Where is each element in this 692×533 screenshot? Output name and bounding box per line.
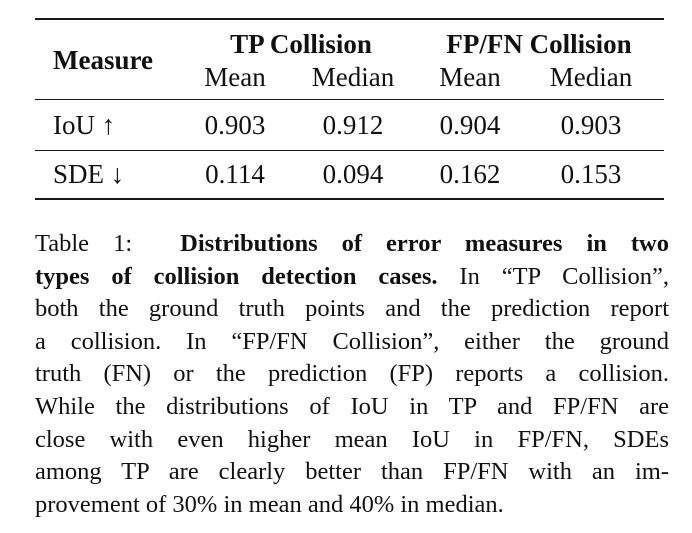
cell-sde-tp-mean: 0.114 bbox=[205, 159, 265, 189]
subheader-tp-mean: Mean bbox=[204, 62, 266, 92]
subheader-fpfn-median: Median bbox=[549, 62, 633, 92]
subheader-tp-median: Median bbox=[311, 62, 395, 92]
caption-line-1: Table 1: Distributions of error measures… bbox=[35, 228, 669, 261]
caption-line-2: types of collision detection cases. In “… bbox=[35, 261, 669, 294]
table-top-rule bbox=[35, 18, 664, 20]
cell-iou-fpfn-mean: 0.904 bbox=[439, 110, 501, 140]
header-tp-collision: TP Collision bbox=[230, 29, 372, 59]
caption-bold-lead-2: types of collision detection cases. bbox=[35, 262, 438, 290]
header-measure: Measure bbox=[53, 45, 153, 75]
caption-line-8: among TP are clearly better than FP/FN w… bbox=[35, 458, 669, 486]
caption-line-5: truth (FN) or the prediction (FP) report… bbox=[35, 360, 669, 388]
caption-line-7: close with even higher mean IoU in FP/FN… bbox=[35, 425, 669, 453]
caption-line-6: While the distributions of IoU in TP and… bbox=[35, 392, 669, 420]
cell-sde-fpfn-mean: 0.162 bbox=[439, 159, 501, 189]
caption-bold-lead-1: Distributions of error measures in two bbox=[180, 230, 669, 257]
table-bottom-rule bbox=[35, 198, 664, 200]
header-fpfn-collision: FP/FN Collision bbox=[446, 29, 632, 59]
subheader-fpfn-mean: Mean bbox=[439, 62, 501, 92]
caption-line-9: provement of 30% in mean and 40% in medi… bbox=[35, 490, 504, 518]
table-header-rule bbox=[35, 99, 664, 100]
cell-sde-tp-median: 0.094 bbox=[322, 159, 384, 189]
row-label-iou: IoU ↑ bbox=[53, 110, 116, 140]
caption-line-3: both the ground truth points and the pre… bbox=[35, 295, 669, 323]
cell-sde-fpfn-median: 0.153 bbox=[560, 159, 622, 189]
caption-line-2-rest: In “TP Collision”, bbox=[459, 262, 669, 290]
cell-iou-tp-mean: 0.903 bbox=[204, 110, 266, 140]
caption-prefix: Table 1: bbox=[35, 230, 133, 257]
row-label-sde: SDE ↓ bbox=[53, 159, 125, 189]
cell-iou-fpfn-median: 0.903 bbox=[560, 110, 622, 140]
caption-line-4: a collision. In “FP/FN Collision”, eithe… bbox=[35, 327, 669, 355]
table-row-rule bbox=[35, 150, 664, 151]
table-caption: Table 1: Distributions of error measures… bbox=[35, 228, 669, 521]
cell-iou-tp-median: 0.912 bbox=[322, 110, 384, 140]
